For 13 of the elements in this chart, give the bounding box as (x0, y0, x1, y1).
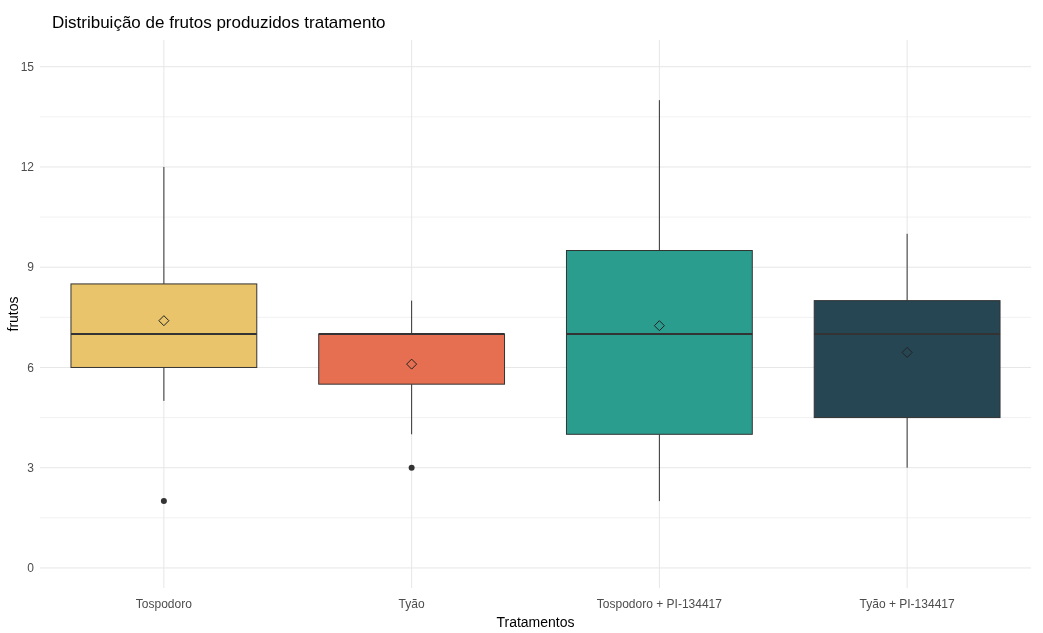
x-axis-title: Tratamentos (496, 614, 575, 630)
chart-title: Distribuição de frutos produzidos tratamento (52, 13, 386, 32)
y-axis-title: frutos (5, 296, 21, 332)
y-tick-label: 15 (20, 59, 35, 74)
y-tick-label: 9 (27, 260, 35, 275)
y-tick-label: 0 (27, 561, 35, 576)
x-tick-label: Tyão + PI-134417 (859, 597, 955, 611)
x-tick-label: Tyão (398, 597, 425, 611)
x-tick-label: Tospodoro + PI-134417 (596, 597, 723, 611)
y-tick-label: 3 (27, 460, 35, 475)
y-tick-label: 6 (27, 360, 35, 375)
y-tick-label: 12 (20, 160, 35, 175)
x-tick-label: Tospodoro (135, 597, 193, 611)
